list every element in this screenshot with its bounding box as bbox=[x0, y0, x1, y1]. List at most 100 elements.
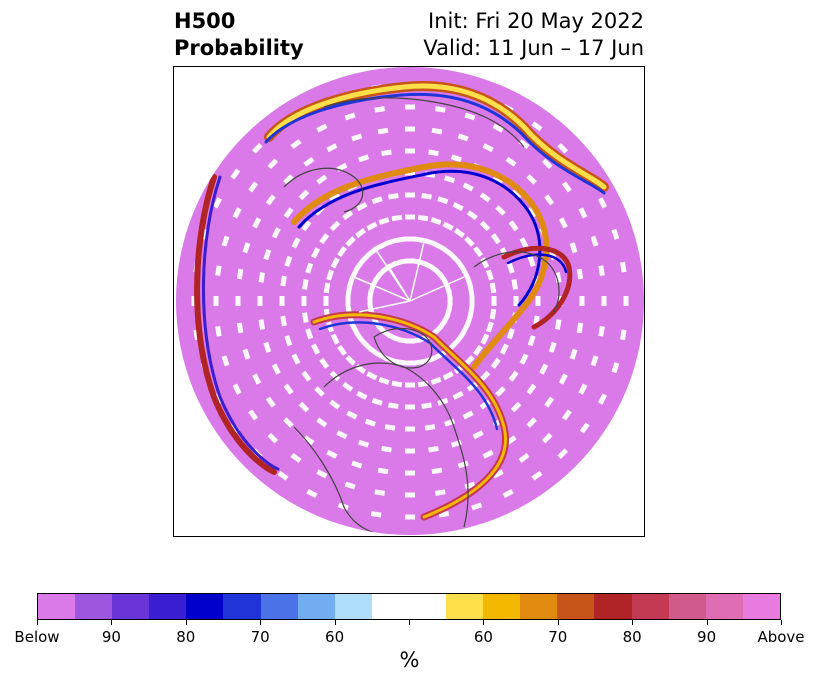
prob-band-patch bbox=[502, 489, 514, 498]
prob-band-patch bbox=[423, 238, 435, 246]
prob-band-patch bbox=[641, 332, 644, 344]
colorbar-tick-label: Below bbox=[14, 628, 60, 646]
prob-band-patch bbox=[453, 228, 465, 238]
prob-band-patch bbox=[405, 492, 415, 498]
prob-band-patch bbox=[473, 344, 483, 356]
prob-band-patch bbox=[342, 210, 354, 221]
contour-ribbons bbox=[194, 81, 609, 521]
prob-band-patch bbox=[232, 383, 242, 395]
prob-band-patch bbox=[179, 368, 188, 381]
prob-band-patch bbox=[283, 383, 294, 395]
prob-band-patch bbox=[444, 418, 456, 427]
prob-band-patch bbox=[385, 356, 397, 364]
prob-band-patch bbox=[279, 296, 285, 306]
prob-band-patch bbox=[326, 269, 335, 281]
colorbar-segment bbox=[520, 594, 558, 619]
prob-band-patch bbox=[579, 296, 585, 306]
prob-band-patch bbox=[477, 70, 490, 79]
colorbar-segment bbox=[38, 594, 76, 619]
colorbar-tick-label: 70 bbox=[250, 628, 270, 646]
colorbar-tick-label: 80 bbox=[622, 628, 642, 646]
prob-band-patch bbox=[464, 236, 475, 247]
prob-band-patch bbox=[462, 410, 474, 420]
prob-band-patch bbox=[391, 214, 403, 222]
prob-band-patch bbox=[623, 296, 629, 306]
colorbar-segment bbox=[297, 594, 335, 619]
prob-band-patch bbox=[505, 156, 517, 167]
prob-band-patch bbox=[391, 380, 403, 388]
prob-band-patch bbox=[381, 445, 392, 453]
prob-band-patch bbox=[319, 357, 330, 369]
prob-band-patch bbox=[473, 246, 483, 258]
prob-band-patch bbox=[277, 470, 289, 481]
prob-band-patch bbox=[384, 424, 396, 431]
prob-band-patch bbox=[284, 335, 293, 347]
probability-colorbar bbox=[37, 593, 781, 620]
prob-band-patch bbox=[291, 353, 301, 365]
prob-band-patch bbox=[444, 175, 456, 184]
prob-band-patch bbox=[323, 296, 329, 306]
prob-band-patch bbox=[381, 149, 392, 157]
prob-band-patch bbox=[491, 296, 497, 306]
prob-band-patch bbox=[467, 285, 475, 297]
prob-band-patch bbox=[329, 399, 341, 410]
prob-band-patch bbox=[598, 197, 607, 209]
prob-band-patch bbox=[452, 202, 464, 212]
prob-band-patch bbox=[432, 241, 444, 251]
prob-band-patch bbox=[544, 396, 555, 408]
prob-band-patch bbox=[421, 193, 432, 200]
prob-band-patch bbox=[291, 237, 301, 249]
colorbar-tick-mark bbox=[483, 620, 484, 625]
prob-band-patch bbox=[311, 343, 321, 355]
chart-title-right: Init: Fri 20 May 2022 Valid: 11 Jun – 17… bbox=[423, 8, 644, 62]
prob-band-patch bbox=[460, 323, 470, 335]
prob-band-patch bbox=[541, 432, 553, 444]
prob-band-patch bbox=[576, 268, 584, 280]
title-valid-range: Valid: 11 Jun – 17 Jun bbox=[423, 36, 644, 60]
meridian-spokes bbox=[353, 241, 465, 313]
prob-band-patch bbox=[455, 331, 466, 343]
colorbar-segment bbox=[223, 594, 261, 619]
prob-band-patch bbox=[632, 368, 641, 381]
prob-band-patch bbox=[319, 233, 330, 245]
prob-band-patch bbox=[377, 467, 389, 475]
prob-band-patch bbox=[345, 236, 356, 247]
prob-band-patch bbox=[342, 381, 354, 392]
prob-band-patch bbox=[405, 470, 415, 476]
prob-band-patch bbox=[252, 373, 262, 385]
prob-band-patch bbox=[283, 207, 294, 219]
prob-band-patch bbox=[232, 207, 242, 219]
prob-band-patch bbox=[298, 189, 310, 201]
prob-band-patch bbox=[472, 430, 484, 440]
prob-band-patch bbox=[442, 371, 454, 381]
colorbar-segment bbox=[631, 594, 669, 619]
contour-europe-blue bbox=[506, 253, 568, 274]
prob-band-patch bbox=[350, 267, 360, 279]
prob-band-patch bbox=[344, 112, 356, 121]
prob-band-patch bbox=[356, 390, 368, 400]
prob-band-patch bbox=[511, 279, 518, 290]
prob-band-patch bbox=[519, 353, 529, 365]
prob-band-patch bbox=[358, 439, 370, 448]
colorbar-tick-mark bbox=[335, 620, 336, 625]
prob-band-patch bbox=[576, 322, 584, 334]
prob-band-patch bbox=[377, 127, 389, 135]
prob-band-patch bbox=[557, 142, 569, 154]
prob-band-patch bbox=[457, 460, 469, 469]
prob-band-patch bbox=[305, 262, 314, 274]
prob-band-patch bbox=[263, 341, 272, 353]
prob-band-patch bbox=[267, 432, 279, 444]
prob-band-patch bbox=[437, 397, 449, 406]
prob-band-patch bbox=[405, 236, 415, 242]
prob-band-patch bbox=[601, 296, 607, 306]
colorbar-tick-mark bbox=[781, 620, 782, 625]
prob-band-patch bbox=[368, 346, 380, 357]
prob-band-patch bbox=[367, 532, 379, 535]
prob-band-patch bbox=[302, 312, 309, 323]
prob-band-patch bbox=[326, 143, 338, 153]
prob-band-patch bbox=[510, 401, 522, 413]
prob-band-patch bbox=[539, 363, 549, 375]
colorbar-tick-label: 60 bbox=[325, 628, 345, 646]
title-variable: H500 bbox=[174, 9, 236, 33]
colorbar-unit-label: % bbox=[399, 648, 420, 672]
